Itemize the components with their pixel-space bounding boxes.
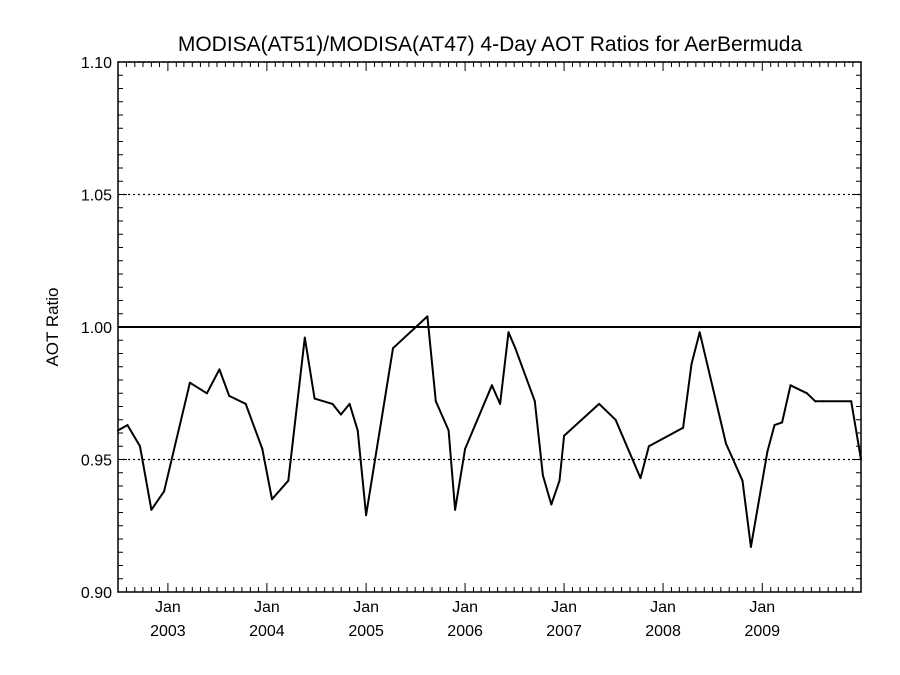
y-axis-label: AOT Ratio <box>43 287 62 366</box>
x-tick-month-label: Jan <box>650 599 676 616</box>
data-point <box>447 429 450 432</box>
y-tick-label: 1.05 <box>81 188 112 205</box>
y-tick-labels: 0.90 0.95 1.00 1.05 1.10 <box>81 55 112 602</box>
data-point <box>150 508 153 511</box>
data-point <box>426 315 429 318</box>
x-tick-year-label: 2009 <box>744 623 780 640</box>
x-tick-month-label: Jan <box>155 599 181 616</box>
data-point <box>533 400 536 403</box>
data-point <box>228 394 231 397</box>
data-point <box>781 421 784 424</box>
data-point <box>614 418 617 421</box>
data-point <box>139 445 141 448</box>
x-tick-month-label: Jan <box>353 599 379 616</box>
data-point <box>261 447 264 450</box>
data-point <box>514 347 517 350</box>
data-point <box>348 402 351 405</box>
data-point <box>490 384 493 387</box>
data-point <box>126 424 129 427</box>
x-tick-labels: Jan 2003 Jan 2004 Jan 2005 Jan 2006 Jan 2007 Jan 20… <box>150 599 780 640</box>
data-point <box>639 477 642 480</box>
x-tick-month-label: Jan <box>254 599 280 616</box>
data-point <box>205 392 208 395</box>
x-tick-year-label: 2003 <box>150 623 186 640</box>
data-point <box>725 442 727 445</box>
data-point <box>850 400 853 403</box>
data-point <box>647 445 650 448</box>
data-point <box>550 503 553 506</box>
data-point <box>454 508 457 511</box>
data-point <box>287 479 290 482</box>
data-point <box>806 392 808 395</box>
data-point <box>541 474 544 477</box>
data-point <box>434 400 437 403</box>
data-point <box>682 426 685 429</box>
plot-frame <box>117 61 862 593</box>
data-points <box>117 315 862 548</box>
x-tick-year-label: 2004 <box>249 623 285 640</box>
data-point <box>464 447 467 450</box>
data-point <box>356 429 359 432</box>
data-point <box>392 347 394 350</box>
data-point <box>822 400 825 403</box>
data-point <box>339 413 342 416</box>
data-point <box>690 363 693 366</box>
x-tick-month-label: Jan <box>452 599 478 616</box>
data-point <box>773 424 776 427</box>
x-tick-year-label: 2006 <box>447 623 483 640</box>
data-point <box>271 498 273 501</box>
y-tick-label: 0.95 <box>81 453 112 470</box>
reference-lines <box>118 61 861 461</box>
x-tick-month-label: Jan <box>749 599 775 616</box>
y-tick-label: 1.00 <box>81 320 112 337</box>
chart-title: MODISA(AT51)/MODISA(AT47) 4-Day AOT Rati… <box>178 33 803 56</box>
x-tick-year-label: 2008 <box>645 623 681 640</box>
data-point <box>313 397 316 400</box>
data-point <box>188 381 191 384</box>
data-point <box>218 368 221 371</box>
x-tick-month-label: Jan <box>551 599 577 616</box>
x-tick-year-label: 2005 <box>348 623 384 640</box>
data-point <box>814 400 817 403</box>
data-point <box>698 331 701 334</box>
series-line <box>117 315 862 548</box>
data-point <box>331 402 334 405</box>
data-point <box>598 402 601 405</box>
data-point <box>365 514 368 517</box>
data-point <box>163 490 166 493</box>
data-point <box>507 331 510 334</box>
data-point <box>558 479 561 482</box>
data-point <box>499 402 502 405</box>
y-tick-label: 1.10 <box>81 55 112 72</box>
data-point <box>789 384 792 387</box>
data-point <box>244 402 247 405</box>
data-point <box>741 479 744 482</box>
data-point <box>749 545 752 548</box>
data-point <box>303 336 306 339</box>
x-tick-year-label: 2007 <box>546 623 582 640</box>
axis-ticks <box>118 61 861 593</box>
y-tick-label: 0.90 <box>81 585 112 602</box>
data-point <box>766 450 769 453</box>
data-point <box>563 434 566 437</box>
